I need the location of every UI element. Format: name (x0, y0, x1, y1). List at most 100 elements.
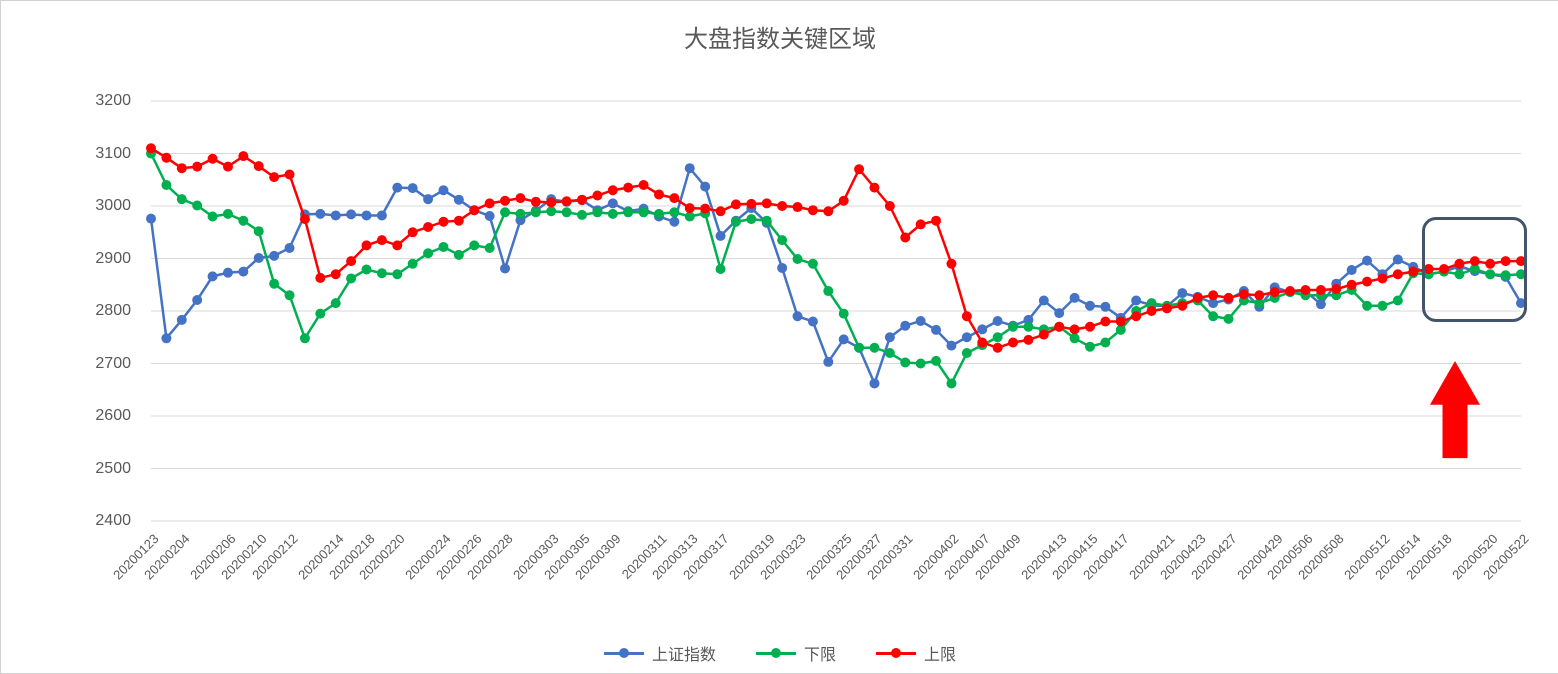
series-marker (823, 357, 833, 367)
series-marker (223, 209, 233, 219)
series-marker (438, 185, 448, 195)
series-marker (1100, 302, 1110, 312)
series-marker (1070, 293, 1080, 303)
series-marker (1070, 333, 1080, 343)
series-marker (716, 231, 726, 241)
series-marker (592, 191, 602, 201)
series-marker (808, 205, 818, 215)
series-marker (192, 200, 202, 210)
series-marker (1008, 338, 1018, 348)
series-marker (1116, 317, 1126, 327)
series-marker (1393, 255, 1403, 265)
series-marker (669, 207, 679, 217)
series-marker (377, 235, 387, 245)
series-marker (731, 217, 741, 227)
series-marker (977, 338, 987, 348)
series-marker (777, 201, 787, 211)
series-marker (793, 311, 803, 321)
series-marker (346, 273, 356, 283)
series-marker (993, 343, 1003, 353)
series-marker (1177, 288, 1187, 298)
series-marker (254, 253, 264, 263)
series-marker (685, 163, 695, 173)
series-marker (562, 196, 572, 206)
series-marker (1100, 317, 1110, 327)
series-marker (654, 209, 664, 219)
series-marker (746, 199, 756, 209)
series-marker (900, 233, 910, 243)
series-marker (731, 199, 741, 209)
x-axis: 2020012320200204202002062020021020200212… (151, 531, 1521, 631)
series-marker (408, 259, 418, 269)
series-marker (946, 378, 956, 388)
series-marker (854, 343, 864, 353)
series-marker (793, 254, 803, 264)
legend-item-上限: 上限 (876, 641, 956, 665)
series-marker (777, 235, 787, 245)
legend-item-上证指数: 上证指数 (604, 641, 716, 665)
series-marker (916, 219, 926, 229)
series-marker (1393, 296, 1403, 306)
series-marker (916, 359, 926, 369)
series-marker (192, 295, 202, 305)
series-marker (454, 216, 464, 226)
series-marker (546, 197, 556, 207)
y-tick-label: 3000 (95, 197, 131, 215)
series-marker (1377, 273, 1387, 283)
series-marker (331, 298, 341, 308)
series-marker (562, 207, 572, 217)
series-marker (931, 325, 941, 335)
series-marker (839, 309, 849, 319)
series-marker (454, 250, 464, 260)
series-marker (362, 210, 372, 220)
series-marker (639, 207, 649, 217)
legend-item-下限: 下限 (756, 641, 836, 665)
series-marker (1162, 303, 1172, 313)
series-marker (1208, 290, 1218, 300)
series-marker (362, 265, 372, 275)
series-marker (331, 210, 341, 220)
series-marker (977, 324, 987, 334)
series-marker (146, 214, 156, 224)
series-marker (700, 204, 710, 214)
series-marker (377, 268, 387, 278)
series-marker (392, 269, 402, 279)
series-marker (1408, 267, 1418, 277)
series-marker (762, 198, 772, 208)
y-tick-label: 2800 (95, 302, 131, 320)
series-marker (192, 162, 202, 172)
y-axis: 240025002600270028002900300031003200 (1, 101, 141, 521)
series-marker (177, 163, 187, 173)
series-marker (931, 356, 941, 366)
series-marker (238, 216, 248, 226)
series-marker (177, 194, 187, 204)
y-tick-label: 2700 (95, 355, 131, 373)
series-marker (285, 243, 295, 253)
highlight-box-annotation (1422, 217, 1527, 323)
arrow-up-annotation (1405, 361, 1505, 458)
series-marker (1100, 338, 1110, 348)
series-marker (716, 264, 726, 274)
series-marker (392, 240, 402, 250)
series-marker (238, 151, 248, 161)
series-marker (208, 154, 218, 164)
y-tick-label: 2600 (95, 407, 131, 425)
series-marker (1224, 314, 1234, 324)
series-marker (1039, 330, 1049, 340)
series-marker (1023, 335, 1033, 345)
series-marker (1316, 285, 1326, 295)
series-marker (254, 161, 264, 171)
series-marker (623, 207, 633, 217)
y-tick-label: 3200 (95, 92, 131, 110)
series-marker (946, 341, 956, 351)
series-marker (346, 209, 356, 219)
series-marker (592, 207, 602, 217)
series-marker (161, 153, 171, 163)
series-marker (331, 269, 341, 279)
plot-svg (151, 101, 1521, 521)
series-marker (515, 209, 525, 219)
series-marker (577, 195, 587, 205)
series-marker (777, 263, 787, 273)
series-marker (1023, 322, 1033, 332)
series-marker (993, 332, 1003, 342)
